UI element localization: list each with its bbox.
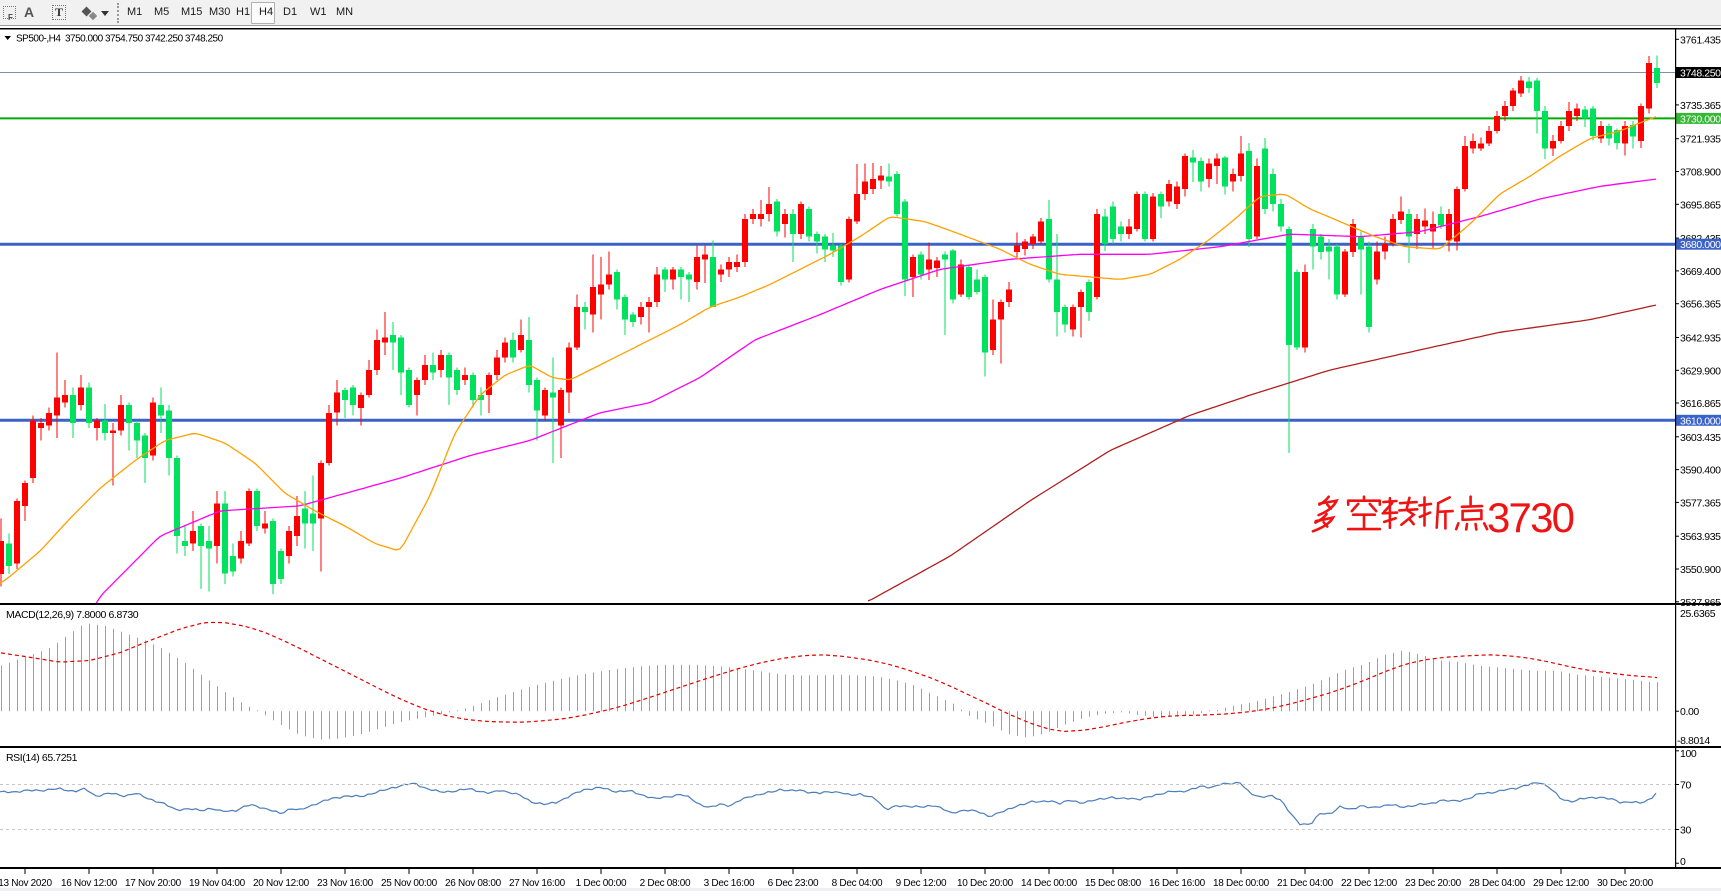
svg-text:23 Dec 20:00: 23 Dec 20:00 xyxy=(1405,878,1462,889)
svg-text:3 Dec 16:00: 3 Dec 16:00 xyxy=(704,878,755,889)
svg-text:25.6365: 25.6365 xyxy=(1680,608,1716,620)
svg-text:70: 70 xyxy=(1680,780,1691,792)
svg-text:1 Dec 00:00: 1 Dec 00:00 xyxy=(576,878,627,889)
svg-text:3656.365: 3656.365 xyxy=(1680,299,1721,311)
svg-text:3695.865: 3695.865 xyxy=(1680,199,1721,211)
svg-text:16 Dec 16:00: 16 Dec 16:00 xyxy=(1149,878,1206,889)
svg-text:3761.435: 3761.435 xyxy=(1680,34,1721,46)
svg-text:28 Dec 04:00: 28 Dec 04:00 xyxy=(1469,878,1526,889)
svg-text:22 Dec 12:00: 22 Dec 12:00 xyxy=(1341,878,1398,889)
svg-text:8 Dec 04:00: 8 Dec 04:00 xyxy=(832,878,883,889)
svg-text:0.00: 0.00 xyxy=(1680,706,1699,718)
svg-text:3748.250: 3748.250 xyxy=(1680,68,1721,80)
svg-text:13 Nov 2020: 13 Nov 2020 xyxy=(0,878,52,889)
svg-text:3730: 3730 xyxy=(1487,494,1575,541)
svg-text:0: 0 xyxy=(1680,856,1686,868)
svg-text:3616.865: 3616.865 xyxy=(1680,398,1721,410)
svg-text:RSI(14) 65.7251: RSI(14) 65.7251 xyxy=(6,752,78,764)
svg-text:18 Dec 00:00: 18 Dec 00:00 xyxy=(1213,878,1270,889)
svg-text:3669.400: 3669.400 xyxy=(1680,266,1721,278)
svg-text:3708.900: 3708.900 xyxy=(1680,167,1721,179)
svg-text:14 Dec 00:00: 14 Dec 00:00 xyxy=(1021,878,1078,889)
svg-text:3590.400: 3590.400 xyxy=(1680,465,1721,477)
svg-text:100: 100 xyxy=(1680,748,1697,760)
svg-text:26 Nov 08:00: 26 Nov 08:00 xyxy=(445,878,502,889)
svg-text:27 Nov 16:00: 27 Nov 16:00 xyxy=(509,878,566,889)
svg-text:3577.365: 3577.365 xyxy=(1680,497,1721,509)
svg-text:3563.935: 3563.935 xyxy=(1680,531,1721,543)
svg-text:3610.000: 3610.000 xyxy=(1680,415,1721,427)
svg-text:9 Dec 12:00: 9 Dec 12:00 xyxy=(896,878,947,889)
svg-text:3680.000: 3680.000 xyxy=(1680,239,1721,251)
svg-text:3550.900: 3550.900 xyxy=(1680,564,1721,576)
svg-text:29 Dec 12:00: 29 Dec 12:00 xyxy=(1533,878,1590,889)
svg-text:3537.865: 3537.865 xyxy=(1680,597,1721,609)
svg-text:16 Nov 12:00: 16 Nov 12:00 xyxy=(61,878,118,889)
svg-text:20 Nov 12:00: 20 Nov 12:00 xyxy=(253,878,310,889)
svg-text:2 Dec 08:00: 2 Dec 08:00 xyxy=(640,878,691,889)
svg-text:MACD(12,26,9) 7.8000 6.8730: MACD(12,26,9) 7.8000 6.8730 xyxy=(6,609,139,621)
svg-text:30: 30 xyxy=(1680,825,1691,837)
svg-text:3642.935: 3642.935 xyxy=(1680,333,1721,345)
svg-text:6 Dec 23:00: 6 Dec 23:00 xyxy=(768,878,819,889)
svg-text:21 Dec 04:00: 21 Dec 04:00 xyxy=(1277,878,1334,889)
svg-text:19 Nov 04:00: 19 Nov 04:00 xyxy=(189,878,246,889)
svg-text:3735.365: 3735.365 xyxy=(1680,100,1721,112)
svg-text:3721.935: 3721.935 xyxy=(1680,134,1721,146)
svg-text:3629.900: 3629.900 xyxy=(1680,365,1721,377)
svg-text:23 Nov 16:00: 23 Nov 16:00 xyxy=(317,878,374,889)
svg-text:3603.435: 3603.435 xyxy=(1680,432,1721,444)
svg-text:30 Dec 20:00: 30 Dec 20:00 xyxy=(1597,878,1654,889)
svg-text:25 Nov 00:00: 25 Nov 00:00 xyxy=(381,878,438,889)
svg-text:17 Nov 20:00: 17 Nov 20:00 xyxy=(125,878,182,889)
svg-text:SP500-,H4 3750.000 3754.750 3: SP500-,H4 3750.000 3754.750 3742.250 374… xyxy=(16,34,224,45)
svg-text:-8.8014: -8.8014 xyxy=(1677,735,1710,747)
svg-text:10 Dec 20:00: 10 Dec 20:00 xyxy=(957,878,1014,889)
svg-text:3730.000: 3730.000 xyxy=(1680,113,1721,125)
svg-text:15 Dec 08:00: 15 Dec 08:00 xyxy=(1085,878,1142,889)
